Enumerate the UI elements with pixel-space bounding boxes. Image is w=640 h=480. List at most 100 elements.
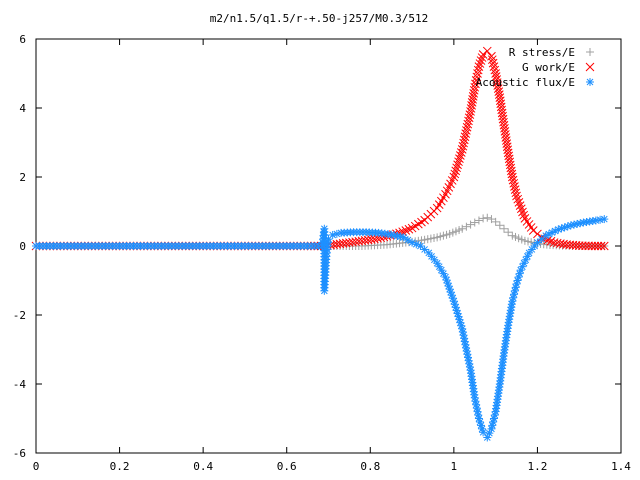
data-point [543, 235, 553, 245]
y-tick-label: -4 [13, 378, 27, 391]
data-point [479, 428, 488, 437]
data-point [596, 241, 606, 251]
legend-marker [586, 78, 594, 86]
data-point [521, 255, 530, 264]
data-point [587, 241, 597, 251]
data-point [515, 201, 525, 210]
data-point [514, 198, 524, 207]
y-tick-label: -6 [13, 447, 26, 460]
data-point [495, 221, 504, 230]
data-point [512, 191, 521, 201]
y-tick-label: 2 [19, 171, 26, 184]
data-point [404, 224, 414, 234]
data-point [399, 233, 408, 242]
data-point [479, 214, 488, 223]
data-point [537, 235, 546, 244]
data-point [420, 245, 429, 254]
data-point [528, 226, 538, 235]
x-tick-label: 0.2 [110, 460, 130, 473]
data-point [489, 62, 499, 71]
x-tick-label: 1 [451, 460, 458, 473]
legend-label: R stress/E [509, 46, 575, 59]
data-point [470, 82, 480, 92]
legend-marker [586, 48, 594, 56]
data-point [491, 217, 500, 226]
x-axis: 0 0.2 0.4 0.6 0.8 1 1.2 1.4 [33, 39, 631, 473]
data-point [462, 222, 471, 231]
data-point [451, 166, 461, 176]
x-tick-label: 1.2 [527, 460, 547, 473]
data-point [478, 50, 488, 59]
data-point [401, 226, 411, 235]
data-point [471, 76, 481, 85]
data-point [455, 154, 464, 163]
data-point [590, 241, 600, 251]
data-point [454, 157, 463, 167]
series-layer [31, 46, 609, 442]
data-point [487, 51, 496, 61]
data-point [504, 228, 513, 237]
y-axis: 6 4 2 0 -2 -4 -6 [13, 33, 621, 460]
data-point [513, 194, 523, 204]
data-point [452, 163, 461, 173]
data-point [487, 55, 497, 65]
data-point [533, 238, 542, 247]
legend-marker [585, 62, 595, 72]
data-point [563, 222, 572, 231]
y-tick-label: 0 [19, 240, 26, 253]
data-point [600, 215, 609, 224]
data-point [458, 224, 467, 233]
data-point [520, 259, 529, 268]
data-point [533, 229, 542, 239]
x-tick-label: 0.4 [193, 460, 213, 473]
y-tick-label: 6 [19, 33, 26, 46]
data-point [416, 242, 425, 250]
data-point [403, 235, 412, 244]
data-point [487, 215, 496, 224]
data-point [398, 227, 408, 237]
data-point [593, 241, 603, 251]
data-point [516, 204, 526, 214]
data-point [516, 266, 525, 275]
legend: R stress/E G work/E Acoustic flux/E [476, 46, 595, 89]
data-point [500, 224, 508, 233]
x-tick-label: 0.6 [277, 460, 297, 473]
data-point [450, 169, 460, 179]
data-point [574, 241, 584, 251]
data-point [519, 210, 529, 220]
data-point [449, 172, 459, 182]
data-point [577, 241, 587, 251]
chart-title: m2/n1.5/q1.5/r-+.50-j257/M0.3/512 [210, 12, 429, 25]
x-tick-label: 0.8 [360, 460, 380, 473]
legend-label: G work/E [522, 61, 575, 74]
y-tick-label: 4 [19, 102, 26, 115]
x-tick-label: 0 [33, 460, 40, 473]
x-tick-label: 1.4 [611, 460, 631, 473]
legend-label: Acoustic flux/E [476, 76, 575, 89]
data-point [474, 62, 484, 71]
series-star [32, 215, 609, 442]
data-point [483, 213, 492, 222]
data-point [453, 160, 462, 170]
data-point [591, 216, 600, 225]
data-point [477, 53, 487, 62]
data-point [471, 79, 480, 89]
data-point [599, 241, 609, 251]
data-point [473, 65, 483, 75]
data-point [511, 188, 521, 198]
data-point [482, 46, 492, 56]
data-point [456, 148, 466, 157]
data-point [470, 218, 479, 227]
y-tick-label: -2 [13, 309, 26, 322]
data-point [466, 220, 475, 229]
data-point [488, 58, 498, 68]
data-point [476, 56, 486, 65]
data-point [464, 353, 472, 362]
data-point [474, 216, 483, 225]
data-point [581, 241, 590, 251]
data-point [518, 207, 527, 217]
data-point [472, 72, 482, 82]
data-point [475, 59, 485, 68]
data-point [456, 151, 465, 160]
